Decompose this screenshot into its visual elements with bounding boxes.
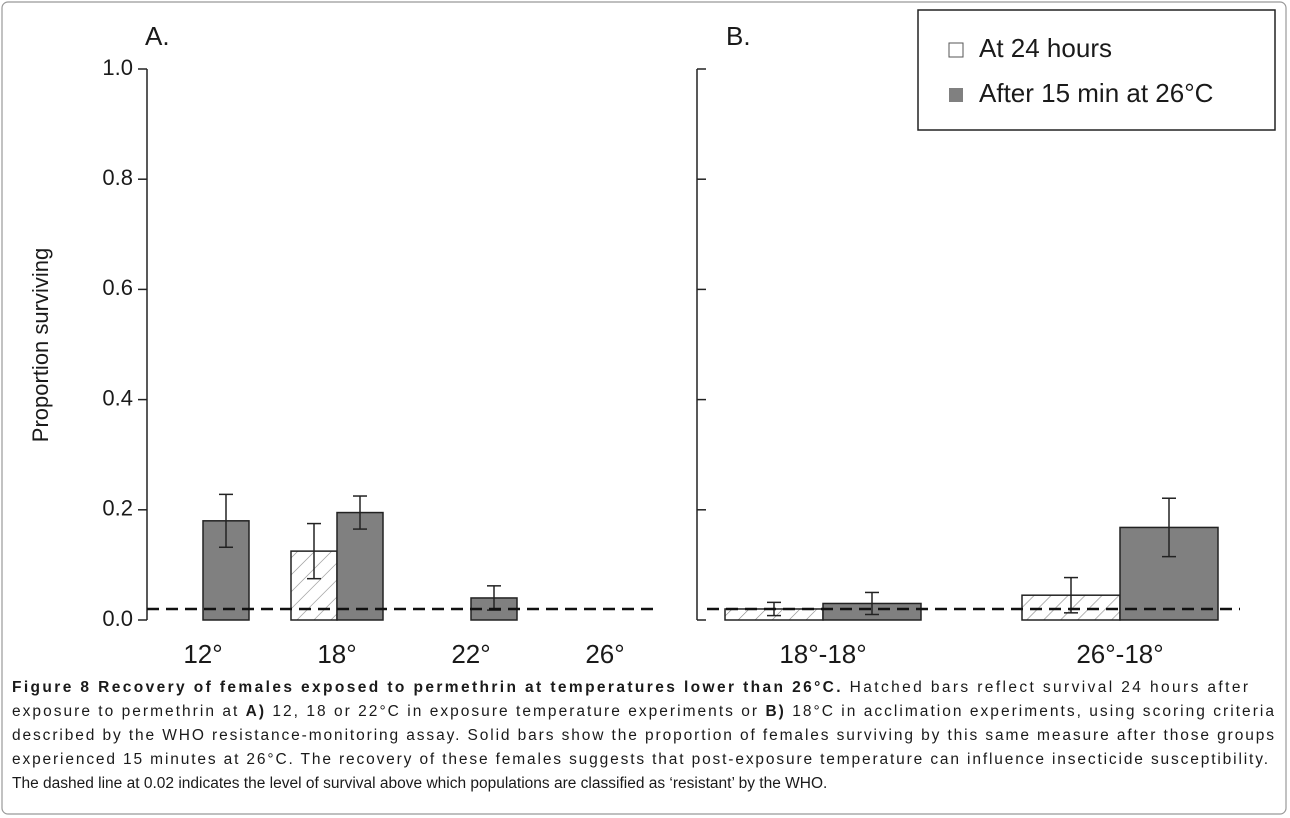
- caption-text: experienced 15 minutes at 26°C. The reco…: [12, 751, 1268, 768]
- error-bar: [353, 495, 367, 530]
- y-tick-label: 0.8: [102, 165, 133, 190]
- caption-text: described by the WHO resistance-monitori…: [12, 727, 1274, 744]
- y-tick-label: 0.0: [102, 606, 133, 631]
- y-tick-label: 0.6: [102, 275, 133, 300]
- legend-label: At 24 hours: [979, 33, 1112, 63]
- caption-line: experienced 15 minutes at 26°C. The reco…: [12, 751, 1268, 768]
- panel-title: A.: [145, 21, 170, 51]
- error-bar: [219, 493, 233, 549]
- caption-text: Hatched bars reflect survival 24 hours a…: [843, 679, 1248, 696]
- x-tick-label: 26°: [585, 639, 624, 669]
- error-bar: [307, 522, 321, 580]
- legend-box: [917, 9, 1276, 131]
- y-tick-label: 1.0: [102, 55, 133, 80]
- caption-text: exposure to permethrin at: [12, 703, 244, 720]
- caption-line: described by the WHO resistance-monitori…: [12, 727, 1274, 744]
- caption-text: 18°C in acclimation experiments, using s…: [786, 703, 1275, 720]
- error-bar: [1162, 497, 1176, 558]
- caption-line: exposure to permethrin at A) 12, 18 or 2…: [12, 703, 1274, 720]
- caption-bold: B): [765, 703, 783, 720]
- legend-marker: [948, 42, 964, 58]
- panel-title: B.: [726, 21, 751, 51]
- caption-line: The dashed line at 0.02 indicates the le…: [12, 775, 827, 792]
- caption-text: The dashed line at 0.02 indicates the le…: [12, 775, 827, 792]
- legend-label: After 15 min at 26°C: [979, 78, 1213, 108]
- error-bar: [865, 591, 879, 616]
- legend-marker: [949, 88, 963, 102]
- caption-text: 12, 18 or 22°C in exposure temperature e…: [266, 703, 763, 720]
- error-bar: [1064, 576, 1078, 614]
- y-tick-label: 0.2: [102, 496, 133, 521]
- caption-bold: Figure 8 Recovery of females exposed to …: [12, 679, 841, 696]
- caption-line: Figure 8 Recovery of females exposed to …: [12, 679, 1248, 696]
- x-tick-label: 22°: [451, 639, 490, 669]
- caption-bold: A): [246, 703, 264, 720]
- x-tick-label: 26°-18°: [1076, 639, 1163, 669]
- x-tick-label: 18°-18°: [779, 639, 866, 669]
- x-tick-label: 18°: [317, 639, 356, 669]
- y-tick-label: 0.4: [102, 385, 133, 410]
- x-tick-label: 12°: [183, 639, 222, 669]
- solid-bar: [336, 511, 384, 621]
- y-axis-label: Proportion surviving: [28, 248, 53, 442]
